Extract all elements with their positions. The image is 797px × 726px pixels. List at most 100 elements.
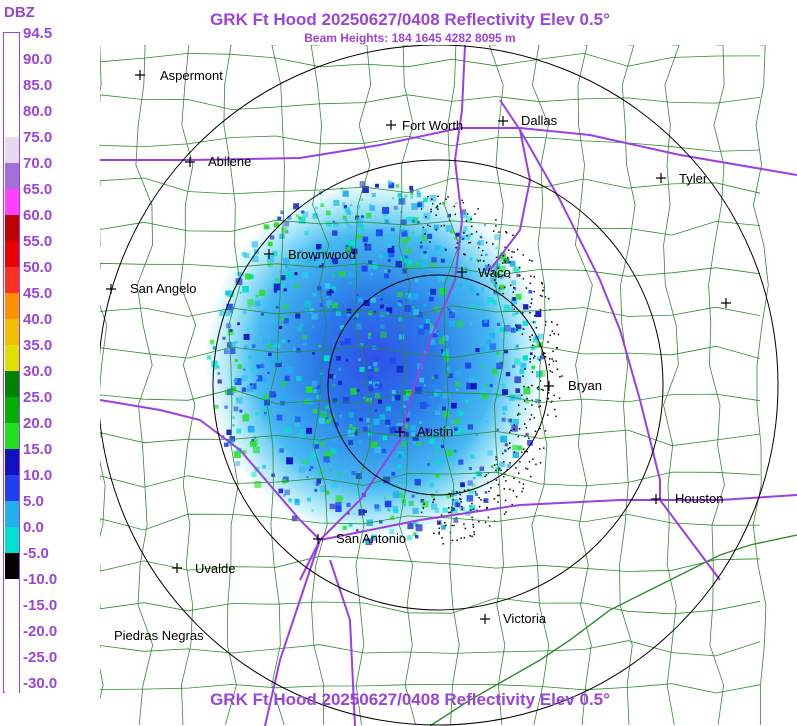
echo-pixel — [364, 243, 372, 251]
county-line — [100, 45, 108, 701]
echo-pixel — [521, 394, 523, 396]
echo-pixel — [418, 421, 422, 425]
legend-label: -25.0 — [23, 649, 58, 666]
echo-pixel — [480, 346, 485, 352]
echo-pixel — [429, 194, 437, 202]
echo-pixel — [518, 428, 521, 430]
echo-pixel — [472, 508, 475, 510]
echo-pixel — [375, 183, 379, 188]
echo-pixel — [511, 251, 513, 253]
city-marker — [172, 563, 182, 573]
echo-pixel — [406, 216, 412, 223]
echo-pixel — [222, 336, 226, 340]
echo-pixel — [373, 362, 378, 367]
echo-pixel — [458, 283, 463, 288]
echo-pixel — [511, 503, 513, 506]
echo-pixel — [323, 456, 330, 463]
echo-pixel — [429, 296, 434, 302]
echo-pixel — [456, 539, 458, 542]
city-marker — [386, 120, 396, 130]
echo-pixel — [236, 397, 243, 404]
echo-pixel — [544, 430, 547, 432]
echo-pixel — [529, 282, 531, 285]
echo-pixel — [460, 212, 467, 219]
city-label: Piedras Negras — [114, 628, 204, 643]
echo-pixel — [516, 326, 518, 328]
echo-pixel — [433, 498, 436, 501]
echo-pixel — [280, 275, 286, 281]
city-marker — [135, 70, 145, 80]
echo-pixel — [368, 366, 371, 369]
echo-pixel — [531, 298, 533, 300]
echo-pixel — [513, 451, 516, 453]
echo-pixel — [463, 253, 465, 255]
echo-pixel — [387, 508, 391, 512]
echo-pixel — [379, 312, 385, 318]
echo-pixel — [466, 215, 473, 222]
echo-pixel — [537, 388, 540, 391]
echo-pixel — [416, 193, 421, 198]
echo-pixel — [498, 467, 501, 470]
echo-pixel — [335, 495, 343, 503]
echo-pixel — [525, 287, 528, 289]
echo-pixel — [269, 338, 277, 346]
echo-pixel — [530, 352, 533, 355]
echo-pixel — [446, 366, 450, 371]
echo-pixel — [460, 501, 462, 503]
echo-pixel — [526, 450, 528, 453]
echo-pixel — [492, 243, 494, 245]
echo-pixel — [368, 336, 371, 339]
echo-pixel — [496, 428, 499, 431]
city-label: Aspermont — [160, 68, 223, 83]
echo-pixel — [462, 229, 466, 234]
echo-pixel — [362, 426, 368, 432]
echo-pixel — [500, 469, 502, 471]
echo-pixel — [332, 230, 338, 236]
echo-pixel — [276, 414, 283, 421]
echo-pixel — [444, 357, 449, 362]
echo-pixel — [406, 236, 411, 242]
echo-pixel — [393, 205, 398, 210]
echo-pixel — [504, 261, 507, 263]
echo-pixel — [429, 241, 431, 243]
echo-pixel — [503, 275, 506, 277]
echo-pixel — [348, 412, 354, 418]
echo-pixel — [465, 399, 469, 403]
echo-pixel — [359, 181, 366, 188]
echo-pixel — [473, 531, 475, 533]
echo-pixel — [233, 406, 239, 412]
echo-pixel — [438, 527, 440, 529]
city-label: Fort Worth — [402, 118, 464, 133]
echo-pixel — [336, 312, 341, 317]
echo-pixel — [405, 389, 413, 397]
legend-swatch — [5, 371, 19, 397]
echo-pixel — [557, 333, 560, 336]
echo-pixel — [331, 257, 338, 265]
echo-pixel — [241, 252, 247, 257]
legend-label: 5.0 — [23, 493, 44, 510]
echo-pixel — [328, 426, 333, 431]
echo-pixel — [302, 211, 309, 218]
echo-pixel — [357, 221, 363, 228]
echo-pixel — [432, 430, 440, 438]
echo-pixel — [422, 226, 425, 229]
echo-pixel — [522, 254, 524, 256]
echo-pixel — [459, 491, 461, 493]
echo-pixel — [469, 374, 474, 379]
echo-pixel — [475, 231, 478, 233]
echo-pixel — [451, 507, 455, 511]
echo-pixel — [551, 358, 553, 360]
echo-pixel — [401, 230, 408, 237]
echo-pixel — [435, 206, 438, 209]
echo-pixel — [474, 493, 478, 496]
echo-pixel — [235, 278, 243, 285]
echo-pixel — [374, 383, 378, 387]
echo-pixel — [326, 404, 332, 410]
echo-pixel — [539, 405, 542, 407]
echo-pixel — [230, 310, 233, 314]
echo-pixel — [490, 274, 492, 276]
echo-pixel — [358, 224, 365, 231]
echo-pixel — [397, 292, 403, 298]
echo-pixel — [519, 274, 521, 277]
echo-pixel — [440, 457, 444, 461]
